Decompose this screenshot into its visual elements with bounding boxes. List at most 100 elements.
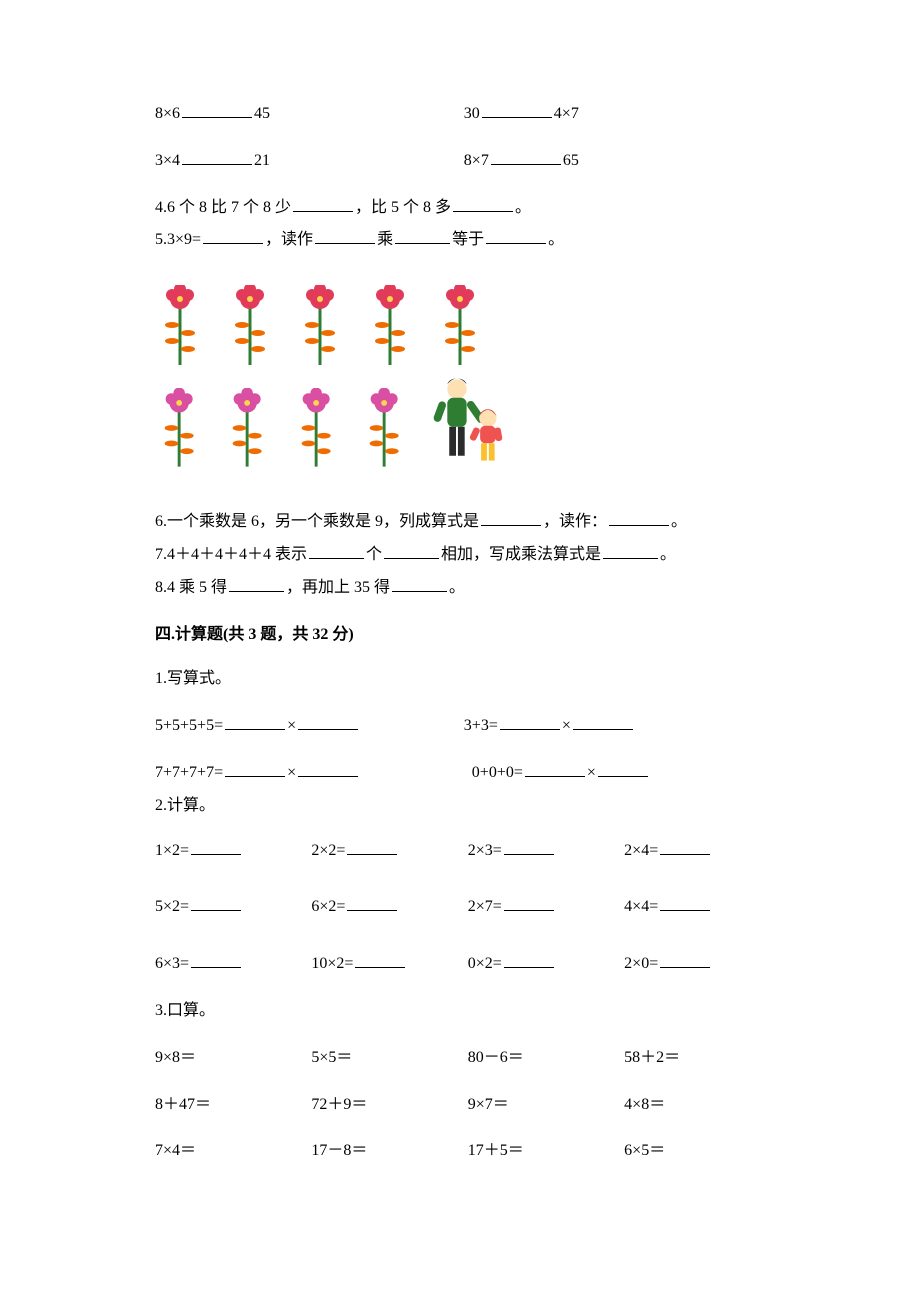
- blank[interactable]: [355, 951, 405, 968]
- blank[interactable]: [603, 542, 658, 559]
- p2-row1: 1×2= 2×2= 2×3= 2×4=: [155, 837, 790, 866]
- blank[interactable]: [453, 195, 513, 212]
- blank[interactable]: [392, 575, 447, 592]
- expr-d2: 65: [563, 152, 579, 169]
- mult: ×: [287, 717, 296, 734]
- flower-icon: [435, 285, 485, 365]
- expr-c1: 30: [464, 105, 480, 122]
- blank[interactable]: [225, 713, 285, 730]
- blank[interactable]: [229, 575, 284, 592]
- q5-c: 乘: [377, 231, 393, 248]
- compare-2b: 8×7 65: [464, 147, 769, 176]
- blank[interactable]: [500, 713, 560, 730]
- q4-mid: ，比 5 个 8 多: [355, 199, 451, 216]
- blank[interactable]: [347, 838, 397, 855]
- flower-icon: [295, 285, 345, 365]
- blank[interactable]: [203, 227, 263, 244]
- blank[interactable]: [504, 951, 554, 968]
- blank[interactable]: [315, 227, 375, 244]
- expr: 5×2=: [155, 898, 189, 915]
- compare-row-2: 3×4 21 8×7 65: [155, 147, 790, 176]
- blank[interactable]: [481, 509, 541, 526]
- p1-r1a: 5+5+5+5= ×: [155, 712, 460, 741]
- expr-b2: 21: [254, 152, 270, 169]
- expr: 2×2=: [311, 842, 345, 859]
- q4-suffix: 。: [515, 199, 531, 216]
- mult: ×: [287, 764, 296, 781]
- blank[interactable]: [504, 838, 554, 855]
- q4-prefix: 4.6 个 8 比 7 个 8 少: [155, 199, 291, 216]
- blank[interactable]: [660, 951, 710, 968]
- p3-row3: 7×4＝ 17－8＝ 17＋5＝ 6×5＝: [155, 1137, 790, 1166]
- q5-a: 5.3×9=: [155, 231, 201, 248]
- blank[interactable]: [491, 148, 561, 165]
- blank[interactable]: [486, 227, 546, 244]
- expr: 17＋5＝: [468, 1137, 620, 1166]
- expr: 58＋2＝: [624, 1044, 776, 1073]
- blank[interactable]: [384, 542, 439, 559]
- blank[interactable]: [598, 760, 648, 777]
- p3-row2: 8＋47＝ 72＋9＝ 9×7＝ 4×8＝: [155, 1091, 790, 1120]
- mult: ×: [587, 764, 596, 781]
- worksheet-page: 8×645 304×7 3×4 21 8×7 65 4.6 个 8 比 7 个 8 …: [0, 0, 920, 1302]
- q6-suffix: 。: [671, 513, 687, 530]
- flower-row-bottom: [155, 373, 515, 468]
- q6-text: 6.一个乘数是 6，另一个乘数是 9，列成算式是: [155, 513, 479, 530]
- flower-icon: [155, 388, 203, 468]
- blank[interactable]: [504, 894, 554, 911]
- blank[interactable]: [293, 195, 353, 212]
- blank[interactable]: [225, 760, 285, 777]
- expr: 2×4=: [624, 842, 658, 859]
- blank[interactable]: [182, 148, 252, 165]
- blank[interactable]: [660, 894, 710, 911]
- blank[interactable]: [309, 542, 364, 559]
- q8-c: 。: [449, 579, 465, 596]
- question-8: 8.4 乘 5 得，再加上 35 得。: [155, 574, 790, 603]
- p2-row2: 5×2= 6×2= 2×7= 4×4=: [155, 893, 790, 922]
- flower-icon: [155, 285, 205, 365]
- expr: 4×8＝: [624, 1091, 776, 1120]
- q5-b: ，读作: [265, 231, 313, 248]
- expr: 0+0+0=: [472, 764, 523, 781]
- question-7: 7.4＋4＋4＋4＋4 表示个相加，写成乘法算式是。: [155, 541, 790, 570]
- blank[interactable]: [191, 894, 241, 911]
- flower-icon: [223, 388, 271, 468]
- blank[interactable]: [182, 101, 252, 118]
- mult: ×: [562, 717, 571, 734]
- blank[interactable]: [609, 509, 669, 526]
- expr: 9×7＝: [468, 1091, 620, 1120]
- compare-1a: 8×645: [155, 100, 460, 129]
- question-6: 6.一个乘数是 6，另一个乘数是 9，列成算式是，读作：。: [155, 508, 790, 537]
- blank[interactable]: [395, 227, 450, 244]
- p1-row2: 7+7+7+7=× 0+0+0= ×: [155, 759, 790, 788]
- expr-a2: 3×4: [155, 152, 180, 169]
- blank[interactable]: [573, 713, 633, 730]
- p1-r2b: 0+0+0= ×: [464, 759, 769, 788]
- blank[interactable]: [298, 713, 358, 730]
- blank[interactable]: [660, 838, 710, 855]
- p1-r2a: 7+7+7+7=×: [155, 759, 460, 788]
- expr: 72＋9＝: [311, 1091, 463, 1120]
- blank[interactable]: [347, 894, 397, 911]
- section-4-header: 四.计算题(共 3 题，共 32 分): [155, 621, 790, 650]
- blank[interactable]: [482, 101, 552, 118]
- expr: 2×3=: [468, 842, 502, 859]
- flower-icon: [365, 285, 415, 365]
- expr: 8＋47＝: [155, 1091, 307, 1120]
- expr-c2: 8×7: [464, 152, 489, 169]
- compare-row-1: 8×645 304×7: [155, 100, 790, 129]
- expr: 80－6＝: [468, 1044, 620, 1073]
- question-4: 4.6 个 8 比 7 个 8 少 ，比 5 个 8 多 。: [155, 194, 790, 223]
- people-icon: [428, 373, 515, 468]
- expr: 3+3=: [464, 717, 498, 734]
- expr: 6×5＝: [624, 1137, 776, 1166]
- expr: 5+5+5+5=: [155, 717, 223, 734]
- blank[interactable]: [525, 760, 585, 777]
- expr: 0×2=: [468, 955, 502, 972]
- blank[interactable]: [191, 838, 241, 855]
- p2-row3: 6×3= 10×2= 0×2= 2×0=: [155, 950, 790, 979]
- blank[interactable]: [298, 760, 358, 777]
- p1-title: 1.写算式。: [155, 665, 790, 694]
- compare-2a: 3×4 21: [155, 147, 460, 176]
- blank[interactable]: [191, 951, 241, 968]
